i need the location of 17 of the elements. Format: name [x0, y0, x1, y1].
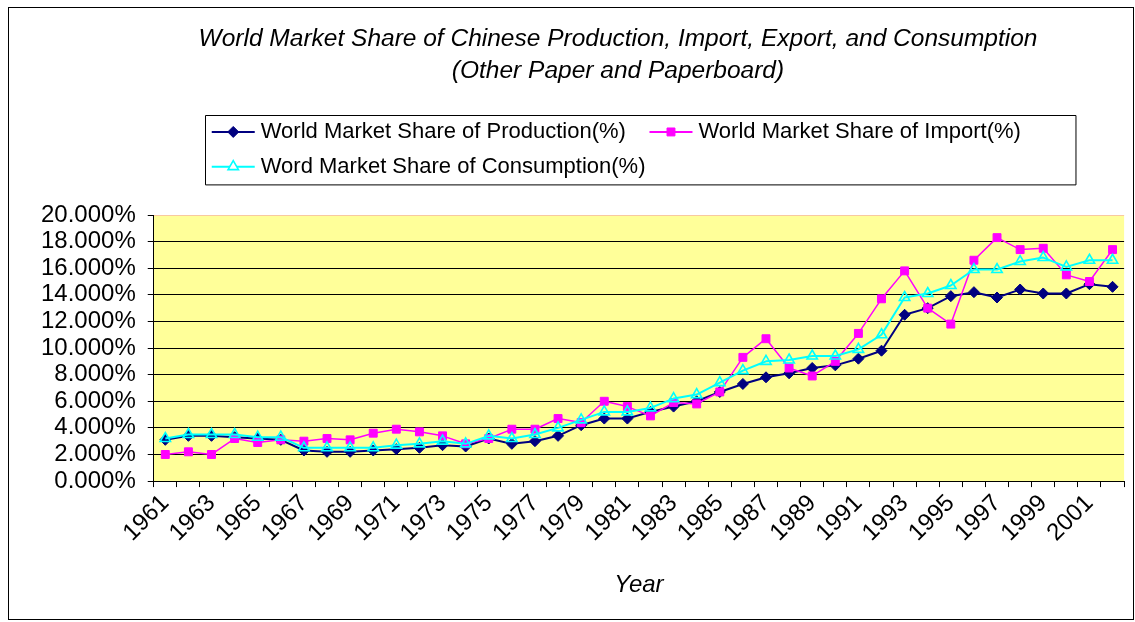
y-tick-label: 14.000% — [41, 279, 136, 307]
y-tick-label: 12.000% — [41, 306, 136, 334]
y-tick-label: 18.000% — [41, 226, 136, 254]
y-tick-label: 2.000% — [54, 439, 136, 467]
legend-label: World Market Share of Import(%) — [698, 118, 1021, 144]
y-tick-label: 20.000% — [41, 199, 136, 227]
x-axis-title: Year — [614, 570, 665, 598]
y-tick-label: 0.000% — [54, 465, 136, 493]
y-tick-label: 10.000% — [41, 332, 136, 360]
y-tick-label: 4.000% — [54, 412, 136, 440]
y-tick-label: 16.000% — [41, 252, 136, 280]
y-tick-label: 6.000% — [54, 385, 136, 413]
chart-title: World Market Share of Chinese Production, Import, Export, and Consumption — [198, 23, 1038, 51]
chart-subtitle: (Other Paper and Paperboard) — [451, 55, 785, 83]
y-tick-label: 8.000% — [54, 359, 136, 387]
legend-label: Word Market Share of Consumption(%) — [260, 152, 646, 178]
legend-label: World Market Share of Production(%) — [260, 118, 626, 144]
